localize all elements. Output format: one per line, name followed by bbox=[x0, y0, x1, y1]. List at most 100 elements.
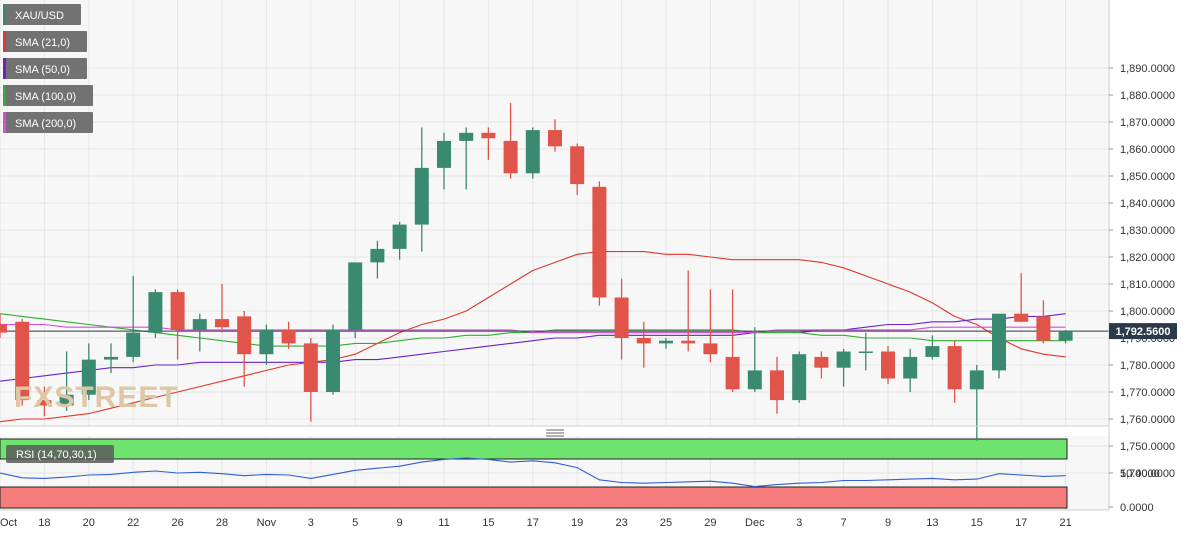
candle bbox=[881, 346, 895, 384]
candle bbox=[326, 324, 340, 395]
y-tick-label: 1,830.0000 bbox=[1120, 225, 1175, 237]
candle bbox=[104, 343, 118, 374]
candle-body bbox=[659, 340, 673, 344]
candle bbox=[392, 221, 407, 260]
legend-item[interactable]: SMA (50,0) bbox=[3, 58, 87, 79]
legend-item-label: SMA (200,0) bbox=[15, 118, 76, 130]
candle-body bbox=[503, 140, 518, 174]
candle bbox=[814, 351, 829, 379]
candle bbox=[503, 103, 518, 179]
candle bbox=[703, 289, 718, 363]
legend-item-label: XAU/USD bbox=[15, 10, 64, 22]
candle-body bbox=[392, 224, 407, 249]
candle bbox=[792, 351, 807, 403]
candle bbox=[1036, 300, 1051, 344]
x-tick-label: Oct bbox=[0, 517, 17, 529]
candle bbox=[414, 127, 429, 252]
candle-body bbox=[903, 356, 918, 379]
y-tick-label: 1,780.0000 bbox=[1120, 360, 1175, 372]
candle-body bbox=[747, 370, 762, 390]
rsi-oversold-zone bbox=[0, 486, 1068, 509]
candle bbox=[281, 321, 296, 349]
legend-color-swatch bbox=[3, 4, 6, 25]
last-price-label: 1,792.5600 bbox=[1115, 326, 1170, 338]
candle-body bbox=[947, 346, 962, 390]
y-tick-label: 1,860.0000 bbox=[1120, 144, 1175, 156]
candle-body bbox=[925, 346, 940, 357]
candle-body bbox=[636, 338, 651, 344]
candle bbox=[1014, 273, 1029, 322]
candle-body bbox=[281, 329, 296, 344]
y-tick-label: 1,870.0000 bbox=[1120, 117, 1175, 129]
legend-item[interactable]: SMA (100,0) bbox=[3, 85, 93, 106]
candle-body bbox=[170, 292, 185, 330]
rsi-series-line bbox=[0, 457, 1066, 488]
candle-body bbox=[326, 329, 340, 392]
candle bbox=[481, 127, 496, 160]
candle bbox=[192, 313, 207, 352]
candle bbox=[170, 289, 185, 360]
candle bbox=[770, 356, 784, 414]
candle bbox=[636, 321, 651, 368]
candle bbox=[370, 240, 385, 279]
candle-body bbox=[37, 400, 52, 406]
candle bbox=[548, 119, 562, 152]
legend-item[interactable]: SMA (200,0) bbox=[3, 112, 93, 133]
candle bbox=[1058, 329, 1073, 344]
y-tick-label: 1,850.0000 bbox=[1120, 171, 1175, 183]
legend-item-box bbox=[3, 112, 93, 133]
candle-body bbox=[525, 130, 540, 174]
candle bbox=[15, 319, 30, 406]
candle-body bbox=[614, 297, 629, 338]
candle-body bbox=[259, 329, 274, 355]
y-tick-label: 1,800.0000 bbox=[1120, 306, 1175, 318]
x-tick-label: 13 bbox=[926, 517, 938, 529]
legend-color-swatch bbox=[3, 85, 6, 106]
y-tick-label: 1,770.0000 bbox=[1120, 387, 1175, 399]
candle bbox=[59, 351, 74, 411]
x-tick-label: 21 bbox=[1059, 517, 1071, 529]
panel-splitter-handle[interactable] bbox=[546, 429, 564, 437]
x-tick-label: 15 bbox=[482, 517, 494, 529]
candle-body bbox=[126, 332, 141, 357]
y-tick-label: 1,840.0000 bbox=[1120, 198, 1175, 210]
last-price-tag: 1,792.5600 bbox=[1109, 323, 1177, 340]
x-tick-label: 7 bbox=[841, 517, 847, 529]
candle bbox=[992, 313, 1006, 379]
candle bbox=[0, 313, 7, 338]
x-tick-label: 20 bbox=[83, 517, 95, 529]
rsi-label: RSI (14,70,30,1) bbox=[16, 449, 97, 461]
rsi-label-box[interactable]: RSI (14,70,30,1) bbox=[6, 445, 114, 463]
candle bbox=[947, 340, 962, 403]
candle-body bbox=[681, 340, 696, 344]
candle-body bbox=[414, 167, 429, 225]
candle-body bbox=[570, 146, 585, 185]
x-tick-label: 3 bbox=[308, 517, 314, 529]
candle-body bbox=[703, 343, 718, 355]
candle-body bbox=[15, 321, 30, 401]
candle bbox=[126, 275, 141, 363]
x-tick-label: 23 bbox=[615, 517, 627, 529]
x-tick-label: 22 bbox=[127, 517, 139, 529]
rsi-zones bbox=[0, 438, 1068, 509]
y-tick-label: 1,810.0000 bbox=[1120, 279, 1175, 291]
candle bbox=[437, 132, 451, 190]
candle-body bbox=[548, 130, 562, 147]
candle bbox=[725, 289, 740, 392]
candle bbox=[747, 327, 762, 392]
candle-body bbox=[0, 324, 7, 333]
x-tick-label: 3 bbox=[796, 517, 802, 529]
candle bbox=[215, 284, 229, 333]
legend-item-box bbox=[3, 4, 81, 25]
legend-item-box bbox=[3, 85, 93, 106]
x-tick-label: Dec bbox=[745, 517, 765, 529]
candle-body bbox=[1058, 331, 1073, 341]
candle-body bbox=[59, 394, 74, 406]
x-tick-label: 28 bbox=[216, 517, 228, 529]
candle bbox=[81, 343, 96, 401]
candle-body bbox=[370, 248, 385, 263]
candle-body bbox=[725, 356, 740, 390]
legend-item[interactable]: SMA (21,0) bbox=[3, 31, 87, 52]
x-tick-label: 17 bbox=[527, 517, 539, 529]
legend-item[interactable]: XAU/USD bbox=[3, 4, 81, 25]
